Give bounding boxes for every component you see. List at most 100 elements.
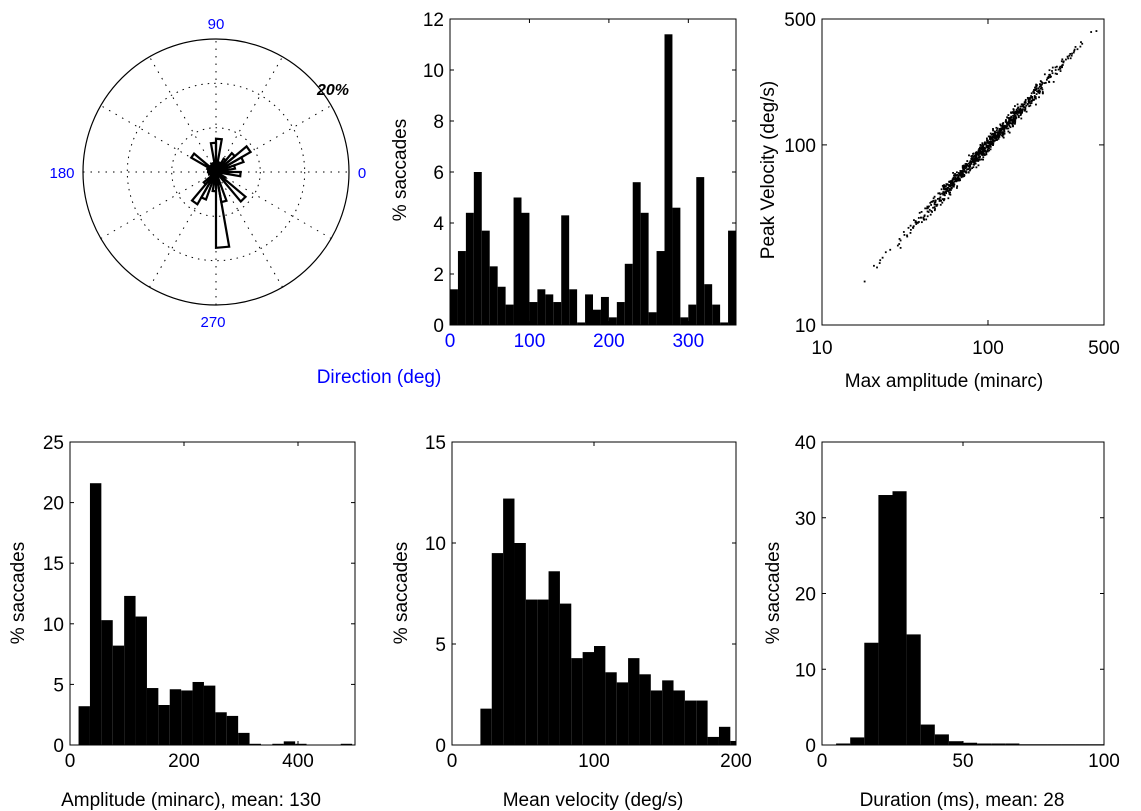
scatter-point bbox=[1052, 80, 1055, 83]
scatter-point bbox=[1008, 125, 1011, 127]
scatter-point bbox=[964, 167, 967, 170]
scatter-point bbox=[994, 130, 996, 133]
polar-angle-label-180: 180 bbox=[49, 165, 74, 182]
amplitude-bar bbox=[192, 681, 204, 745]
scatter-point bbox=[979, 146, 981, 149]
direction-y-tick-label: 4 bbox=[433, 214, 444, 235]
scatter-point bbox=[952, 176, 955, 179]
scatter-point bbox=[1047, 77, 1050, 79]
scatter-point bbox=[1090, 31, 1093, 33]
scatter-point bbox=[1048, 73, 1051, 76]
scatter-point bbox=[1015, 117, 1018, 119]
scatter-point bbox=[1031, 95, 1034, 98]
scatter-point bbox=[1004, 120, 1007, 123]
scatter-point bbox=[1030, 102, 1033, 104]
velocity-bar bbox=[548, 571, 560, 745]
scatter-point bbox=[1041, 82, 1044, 84]
scatter-point bbox=[1071, 52, 1073, 55]
scatter-point bbox=[967, 171, 970, 174]
scatter-point bbox=[1001, 133, 1004, 135]
polar-wedge bbox=[189, 152, 217, 173]
polar-wedge bbox=[209, 141, 218, 173]
scatter-point bbox=[1033, 92, 1036, 94]
scatter-point bbox=[1001, 126, 1004, 129]
scatter-point bbox=[979, 155, 982, 158]
scatter-point bbox=[1023, 101, 1026, 104]
scatter-point bbox=[1020, 103, 1023, 106]
scatter-point bbox=[879, 259, 882, 262]
scatter-point bbox=[942, 191, 945, 194]
scatter-point bbox=[914, 220, 917, 222]
scatter-point bbox=[1039, 80, 1042, 82]
scatter-point bbox=[1009, 116, 1012, 119]
scatter-point bbox=[1014, 116, 1016, 119]
scatter-point bbox=[998, 136, 1001, 138]
scatter-point bbox=[1032, 90, 1035, 93]
scatter-point bbox=[1029, 96, 1032, 99]
scatter-point bbox=[1015, 112, 1018, 115]
scatter-point bbox=[937, 192, 940, 195]
scatter-point bbox=[1024, 106, 1027, 109]
amplitude-bar bbox=[238, 732, 250, 745]
scatter-point bbox=[973, 162, 976, 165]
scatter-point bbox=[1001, 125, 1004, 127]
scatter-point bbox=[976, 151, 979, 154]
scatter-point bbox=[957, 172, 960, 174]
scatter-point bbox=[975, 151, 978, 153]
scatter-point bbox=[998, 128, 1001, 130]
scatter-point bbox=[992, 128, 994, 130]
amplitude-bar bbox=[295, 743, 307, 745]
scatter-point bbox=[1073, 48, 1076, 51]
polar-wedge bbox=[214, 171, 228, 204]
direction-bar bbox=[600, 296, 609, 325]
scatter-point bbox=[918, 211, 921, 214]
scatter-point bbox=[975, 157, 978, 160]
scatter-point bbox=[1076, 48, 1079, 51]
scatter-point bbox=[939, 193, 942, 196]
velocity-bar bbox=[696, 700, 708, 745]
duration-bar bbox=[892, 491, 907, 745]
duration-bar bbox=[948, 741, 963, 745]
scatter-point bbox=[976, 159, 979, 162]
scatter-point bbox=[1022, 104, 1025, 107]
scatter-point bbox=[1005, 126, 1008, 128]
scatter-point bbox=[968, 166, 971, 169]
scatter-point bbox=[957, 175, 960, 178]
direction-bar bbox=[656, 251, 665, 325]
scatter-point bbox=[943, 192, 946, 195]
scatter-point bbox=[936, 197, 939, 200]
scatter-point bbox=[967, 168, 970, 171]
velocity-x-tick-label: 100 bbox=[578, 751, 610, 772]
direction-bar bbox=[489, 266, 498, 325]
scatter-point bbox=[1054, 69, 1057, 71]
scatter-point bbox=[982, 156, 985, 159]
direction-bar bbox=[545, 294, 554, 325]
scatter-point bbox=[873, 264, 875, 267]
scatter-point bbox=[987, 145, 990, 148]
duration-bar bbox=[934, 734, 949, 745]
scatter-point bbox=[952, 185, 955, 188]
scatter-point bbox=[927, 211, 930, 213]
scatter-point bbox=[971, 167, 974, 170]
scatter-point bbox=[972, 166, 975, 169]
scatter-point bbox=[1000, 129, 1003, 132]
scatter-point bbox=[994, 131, 997, 134]
scatter-point bbox=[1080, 41, 1082, 44]
direction-bar bbox=[593, 309, 601, 325]
scatter-point bbox=[1014, 121, 1017, 124]
scatter-point bbox=[899, 246, 902, 249]
scatter-point bbox=[983, 143, 986, 146]
scatter-point bbox=[938, 198, 941, 201]
direction-bar bbox=[457, 251, 466, 325]
scatter-point bbox=[898, 238, 901, 240]
scatter-point bbox=[1038, 92, 1041, 95]
scatter-point bbox=[992, 140, 995, 142]
scatter-point bbox=[1069, 53, 1072, 55]
scatter-point bbox=[941, 184, 944, 187]
scatter-point bbox=[1003, 124, 1006, 127]
scatter-point bbox=[936, 203, 939, 206]
scatter-point bbox=[980, 145, 982, 147]
scatter-point bbox=[972, 159, 974, 161]
duration-bar bbox=[1005, 743, 1020, 745]
amplitude-bar bbox=[203, 685, 216, 745]
